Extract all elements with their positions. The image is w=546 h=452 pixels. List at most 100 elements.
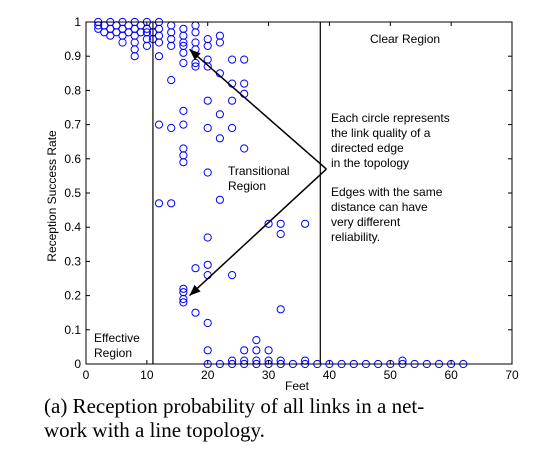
arrow-head [189,49,201,60]
figure-caption: (a) Reception probability of all links i… [44,394,534,442]
data-point [124,28,133,37]
data-point [167,21,176,30]
data-point [228,55,237,64]
data-point [154,38,164,47]
annotation-reliability: Edges with the same distance can have very… [331,185,443,244]
data-point [240,79,249,88]
data-point [179,120,188,129]
x-tick-label: 20 [201,368,215,382]
data-point [240,55,249,64]
transitional-region-label: Transitional Region [228,164,290,193]
data-point [215,31,224,40]
data-point [179,106,188,116]
x-axis-label: Feet [285,379,310,393]
data-point [264,219,273,228]
annotation-arrow [188,168,327,297]
y-tick-label: 0.3 [64,254,81,268]
data-point [203,260,212,269]
data-point [252,336,261,345]
data-point [167,76,176,85]
data-point [154,24,164,33]
data-point [179,48,188,57]
x-tick-label: 60 [444,368,458,382]
data-point [215,38,224,47]
data-point [240,144,249,153]
data-point [203,96,212,105]
data-point [179,294,188,304]
data-point [179,31,188,40]
y-tick-label: 0.7 [64,118,81,132]
data-point [228,123,237,133]
plot-frame [85,21,513,365]
annotation-arrow [188,48,327,170]
data-point [118,38,127,47]
data-point [191,308,200,317]
data-point [112,28,121,37]
data-point [167,199,176,208]
data-point [228,271,237,280]
data-point [167,35,176,44]
y-tick-label: 0.9 [64,49,81,63]
data-point [179,151,188,160]
x-tick-label: 10 [140,368,154,382]
data-point [215,134,224,143]
data-point [240,346,249,355]
data-point [191,28,200,37]
data-point [100,28,109,37]
data-point [130,38,139,47]
data-point [179,158,188,167]
data-point [203,62,212,71]
data-point [179,24,188,33]
x-tick-label: 70 [505,368,519,382]
y-tick-label: 0.5 [64,186,81,200]
y-tick-label: 0.6 [64,152,81,166]
data-point [179,298,188,307]
data-point [179,58,188,68]
arrow-head [189,284,201,296]
data-point [154,52,164,61]
data-point [154,199,164,208]
clear-region-label: Clear Region [370,32,440,46]
data-point [154,31,164,40]
data-point [203,123,212,133]
data-point [191,58,200,68]
data-point [136,28,145,37]
data-point [215,195,224,204]
data-point [264,346,273,355]
y-tick-label: 0 [74,357,81,371]
data-point [203,346,212,355]
data-point [179,284,188,293]
y-tick-label: 0.2 [64,289,81,303]
data-point [106,31,115,40]
data-point [130,45,139,54]
x-tick-label: 0 [83,368,90,382]
x-tick-label: 30 [262,368,276,382]
data-point [142,41,151,51]
data-point [215,110,224,119]
data-point [203,318,212,328]
data-point [228,96,237,105]
caption-line-1: (a) Reception probability of all links i… [44,394,425,418]
data-point [276,305,285,314]
data-point [167,28,176,37]
data-point [203,35,212,44]
y-axis-label: Reception Success Rate [45,130,59,262]
data-point [191,21,200,30]
y-tick-label: 1 [74,15,81,29]
data-point [191,264,200,273]
data-point [203,168,212,177]
data-point [276,219,285,228]
y-tick-label: 0.1 [64,323,81,337]
data-point [203,233,212,242]
data-point [203,271,212,280]
data-point [130,52,139,61]
effective-region-label: Effective Region [94,331,140,360]
data-point [154,120,164,129]
y-tick-label: 0.4 [64,220,81,234]
data-point [179,144,188,153]
data-point [191,62,200,71]
data-point [276,229,285,239]
x-tick-label: 50 [384,368,398,382]
x-tick-label: 40 [323,368,337,382]
